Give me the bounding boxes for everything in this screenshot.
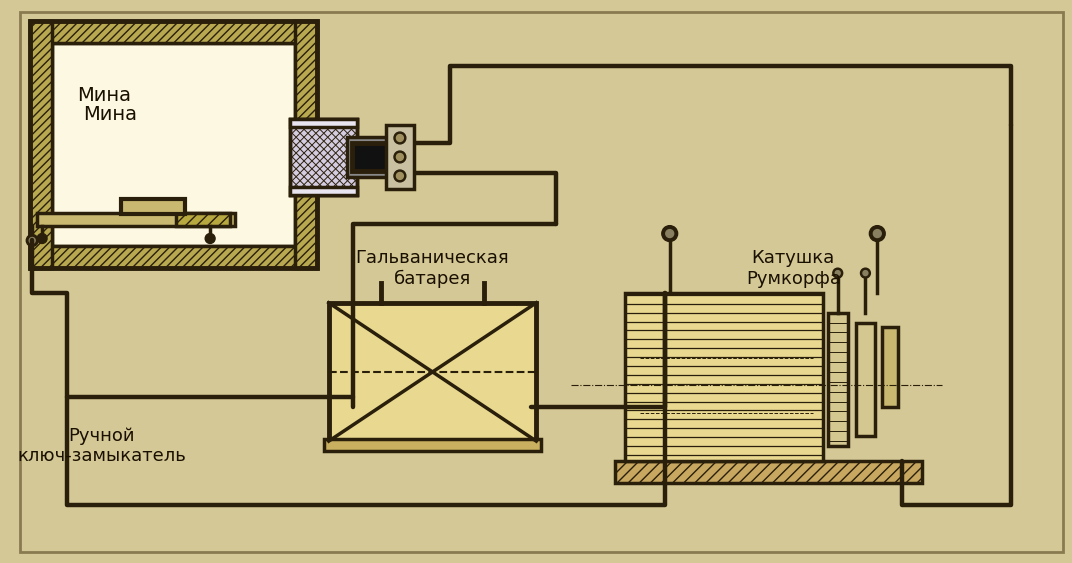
Text: Мина: Мина — [77, 86, 132, 105]
Bar — [38, 213, 235, 226]
Text: Катушка
Румкорфа: Катушка Румкорфа — [746, 249, 840, 288]
Bar — [329, 303, 536, 441]
Bar — [291, 119, 357, 195]
Bar — [882, 328, 898, 406]
Circle shape — [394, 132, 406, 144]
Bar — [176, 213, 229, 226]
Bar — [30, 21, 53, 268]
Bar — [353, 143, 390, 171]
Circle shape — [661, 226, 678, 242]
Bar — [324, 439, 541, 451]
Circle shape — [205, 234, 215, 243]
Bar — [121, 199, 185, 214]
Circle shape — [833, 268, 843, 278]
Bar — [295, 21, 317, 268]
Text: Ручной
ключ-замыкатель: Ручной ключ-замыкатель — [17, 427, 185, 466]
Text: Мина: Мина — [84, 105, 137, 124]
Bar — [291, 186, 357, 195]
Circle shape — [29, 238, 35, 243]
Circle shape — [394, 170, 406, 182]
Bar — [30, 247, 317, 268]
Bar — [346, 137, 390, 177]
Circle shape — [874, 230, 881, 238]
Circle shape — [869, 226, 885, 242]
Bar — [615, 461, 922, 482]
Bar — [53, 43, 295, 247]
Circle shape — [861, 268, 870, 278]
Circle shape — [835, 271, 840, 275]
Circle shape — [666, 230, 673, 238]
Bar — [855, 323, 876, 436]
Circle shape — [397, 154, 403, 160]
Bar — [291, 119, 357, 127]
Text: Гальваническая
батарея: Гальваническая батарея — [356, 249, 509, 288]
Bar — [30, 21, 317, 43]
Circle shape — [38, 234, 47, 243]
Bar — [625, 293, 823, 461]
Circle shape — [397, 135, 403, 141]
Circle shape — [27, 235, 39, 247]
Circle shape — [863, 271, 868, 275]
Circle shape — [394, 151, 406, 163]
Circle shape — [397, 172, 403, 180]
Bar — [828, 312, 848, 446]
Bar — [386, 126, 414, 189]
Bar — [291, 119, 357, 195]
Bar — [30, 21, 317, 268]
